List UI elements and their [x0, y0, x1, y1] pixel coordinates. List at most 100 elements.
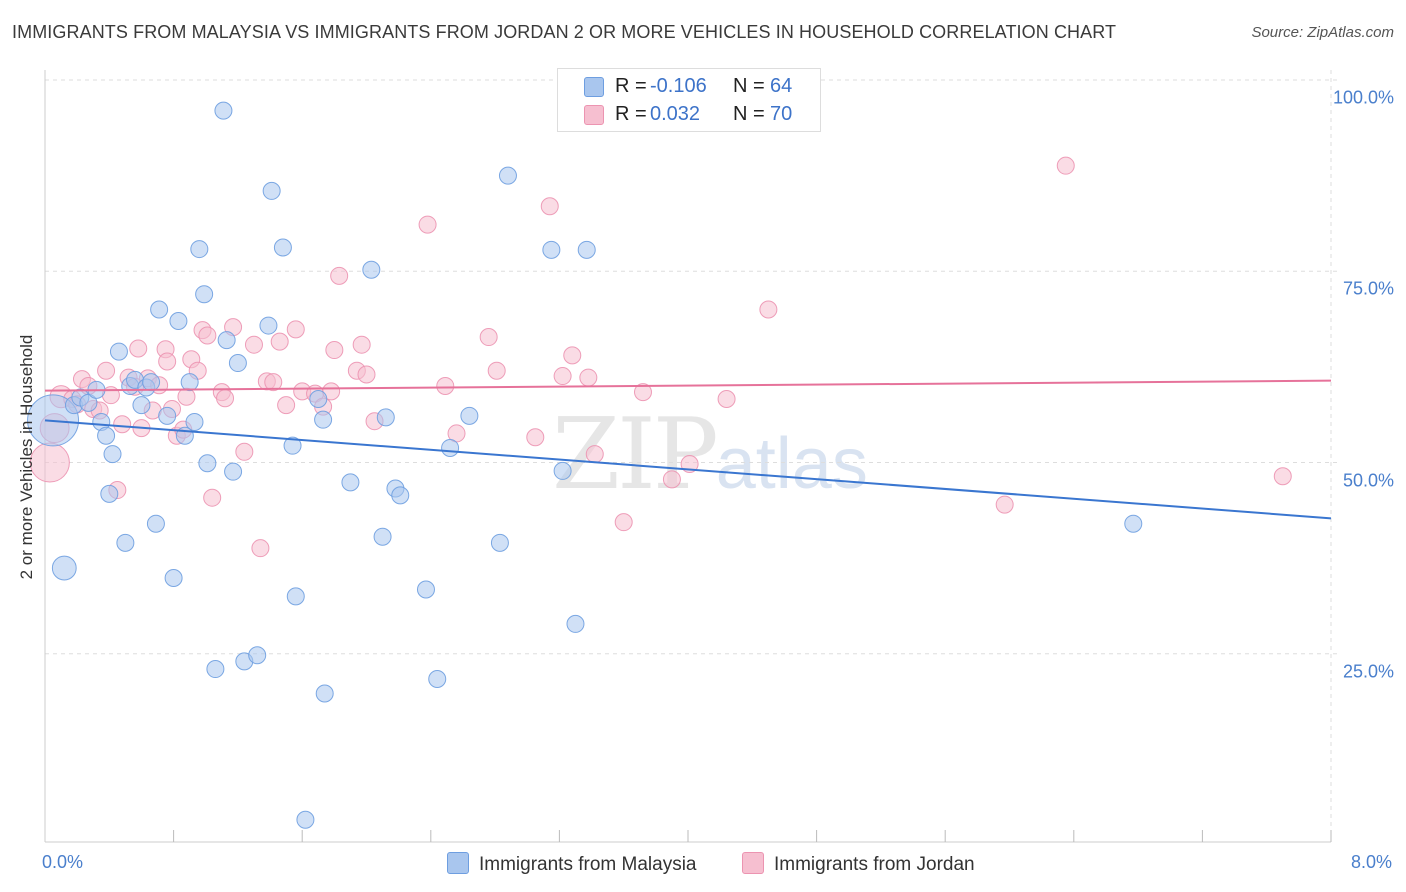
stats-box: R = -0.106 N = 64 R = 0.032 N = 70: [557, 68, 821, 132]
malaysia-point: [51, 555, 77, 581]
malaysia-point: [498, 166, 517, 185]
trend-lines: [44, 379, 1332, 520]
grid-lines: [45, 70, 1339, 842]
malaysia-point: [441, 438, 460, 457]
jordan-point: [158, 352, 177, 371]
malaysia-swatch: [584, 77, 604, 97]
y-tick-label-50: 50.0%: [1342, 470, 1394, 490]
jordan-point: [203, 488, 222, 507]
jordan-point: [357, 365, 376, 384]
jordan-point: [97, 361, 116, 380]
malaysia-point: [214, 101, 233, 120]
jordan-point: [436, 377, 455, 395]
jordan-point: [325, 341, 344, 360]
chart-title: IMMIGRANTS FROM MALAYSIA VS IMMIGRANTS F…: [12, 22, 1117, 42]
malaysia-point: [416, 580, 435, 599]
jordan-swatch: [584, 105, 604, 125]
malaysia-point: [97, 426, 116, 445]
malaysia-point: [248, 646, 267, 665]
jordan-point: [487, 361, 506, 380]
malaysia-point: [206, 660, 225, 679]
jordan-point: [244, 335, 263, 354]
jordan-point: [235, 442, 254, 461]
jordan-point: [264, 373, 283, 392]
malaysia-point: [309, 390, 328, 409]
jordan-point: [418, 215, 437, 234]
malaysia-point: [142, 373, 161, 392]
malaysia-point: [116, 533, 135, 552]
malaysia-trend-line: [44, 419, 1332, 520]
malaysia-point: [164, 569, 183, 588]
malaysia-r-label: R =: [615, 75, 647, 97]
malaysia-point: [180, 373, 199, 392]
legend-item-jordan[interactable]: Immigrants from Jordan: [742, 852, 975, 876]
y-tick-label-75: 75.0%: [1342, 278, 1394, 299]
malaysia-point: [100, 484, 119, 503]
malaysia-point: [273, 238, 292, 257]
malaysia-n-value: 64: [770, 75, 793, 97]
malaysia-point: [262, 181, 281, 200]
jordan-point: [479, 328, 498, 347]
malaysia-r-value: -0.106: [650, 75, 707, 97]
y-tick-label-25: 25.0%: [1342, 661, 1394, 682]
jordan-n-value: 70: [770, 103, 793, 125]
jordan-point: [270, 332, 289, 351]
malaysia-point: [542, 240, 561, 259]
malaysia-point: [283, 436, 302, 455]
jordan-points: [29, 156, 1292, 558]
malaysia-point: [195, 285, 214, 304]
malaysia-point: [286, 587, 305, 606]
malaysia-point: [490, 533, 509, 552]
x-tick-min: 0.0%: [42, 852, 84, 872]
malaysia-point: [158, 406, 177, 425]
jordan-r-value: 0.032: [650, 103, 701, 125]
jordan-point: [995, 495, 1014, 514]
malaysia-point: [79, 393, 98, 412]
malaysia-point: [185, 412, 204, 431]
malaysia-point: [146, 514, 165, 533]
stats-row-jordan: R = 0.032 N = 70: [558, 101, 820, 129]
jordan-point: [198, 326, 217, 345]
malaysia-point: [109, 342, 128, 361]
jordan-point: [352, 335, 371, 354]
jordan-point: [526, 428, 545, 447]
malaysia-point: [376, 408, 395, 427]
malaysia-point: [566, 614, 585, 633]
malaysia-point: [103, 445, 122, 464]
watermark-atlas: atlas: [715, 424, 868, 504]
jordan-point: [633, 383, 652, 402]
jordan-r-label: R =: [615, 103, 647, 125]
jordan-point: [1273, 467, 1292, 486]
malaysia-point: [198, 454, 217, 473]
malaysia-point: [150, 300, 169, 319]
jordan-trend-line: [44, 379, 1332, 392]
malaysia-point: [577, 240, 596, 259]
legend-label-jordan: Immigrants from Jordan: [774, 854, 975, 875]
watermark: ZIPatlas: [552, 398, 868, 512]
jordan-point: [177, 387, 196, 406]
malaysia-point: [228, 354, 247, 373]
legend-swatch-jordan: [742, 852, 764, 874]
source-label: Source: ZipAtlas.com: [1251, 24, 1394, 41]
malaysia-point: [428, 669, 447, 688]
malaysia-point: [362, 260, 381, 279]
jordan-point: [330, 266, 349, 285]
jordan-point: [113, 415, 132, 434]
jordan-point: [1056, 156, 1075, 175]
malaysia-point: [1124, 514, 1143, 533]
malaysia-point: [224, 462, 243, 481]
jordan-point: [540, 197, 559, 216]
malaysia-point: [553, 461, 572, 480]
jordan-point: [553, 367, 572, 386]
legend-item-malaysia[interactable]: Immigrants from Malaysia: [447, 852, 697, 876]
malaysia-point: [259, 316, 278, 335]
malaysia-point: [391, 486, 410, 505]
malaysia-n-label: N =: [733, 75, 765, 97]
malaysia-point: [190, 240, 209, 259]
stats-row-malaysia: R = -0.106 N = 64: [558, 73, 820, 101]
malaysia-point: [296, 810, 315, 829]
jordan-point: [286, 320, 305, 339]
malaysia-point: [341, 473, 360, 492]
jordan-point: [251, 539, 270, 558]
